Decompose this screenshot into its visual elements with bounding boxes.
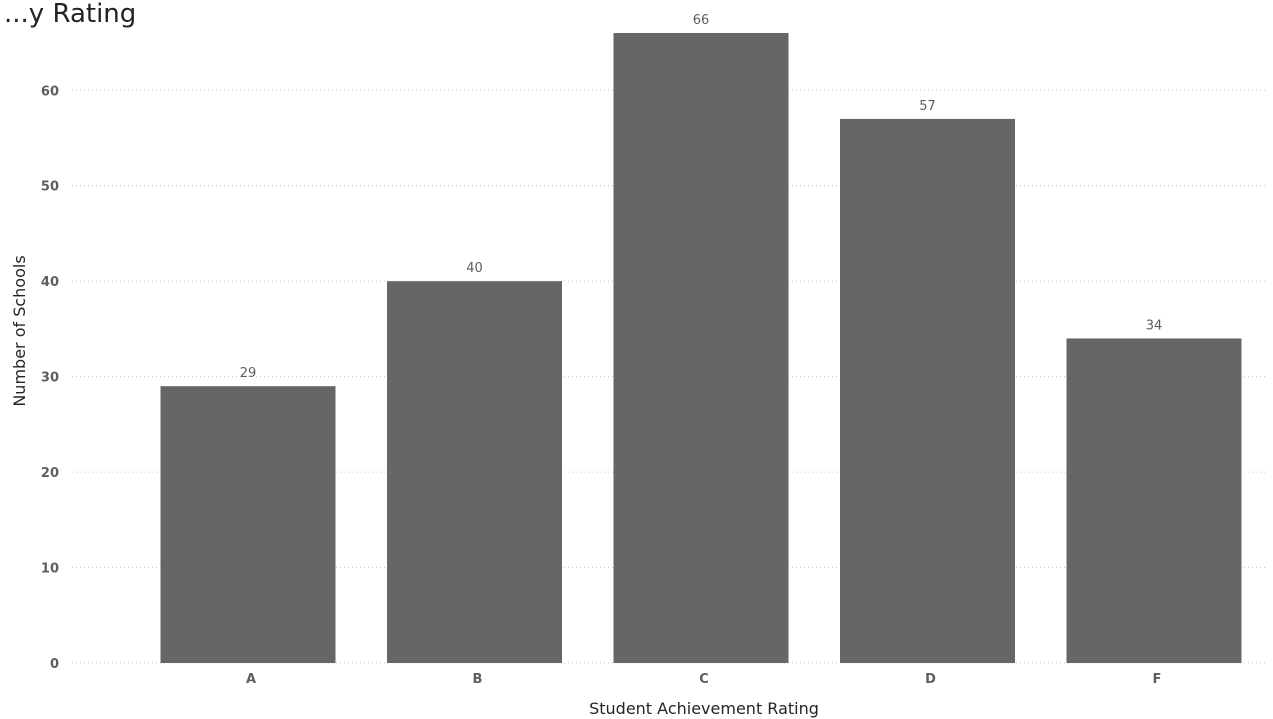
bar-b[interactable]: [387, 281, 562, 663]
y-tick-label: 20: [41, 466, 59, 481]
x-tick-label-d: D: [925, 672, 936, 687]
bar-a[interactable]: [160, 386, 336, 663]
y-tick-label: 50: [41, 180, 59, 195]
y-tick-label: 30: [41, 371, 59, 386]
bars: [160, 33, 1242, 664]
y-tick-label: 0: [50, 657, 59, 672]
x-tick-label-c: C: [699, 672, 709, 687]
x-tick-label-a: A: [246, 672, 256, 687]
data-label-f: 34: [1146, 318, 1163, 333]
bar-d[interactable]: [840, 118, 1015, 664]
data-label-c: 66: [693, 13, 710, 28]
data-label-d: 57: [919, 99, 936, 114]
y-axis-label: Number of Schools: [10, 255, 29, 406]
bar-c[interactable]: [613, 33, 789, 663]
chart-title: ...y Rating: [4, 0, 136, 29]
y-tick-label: 10: [41, 562, 59, 577]
y-tick-label: 60: [41, 84, 59, 99]
y-tick-label: 40: [41, 275, 59, 290]
data-label-b: 40: [466, 261, 483, 276]
x-tick-label-f: F: [1153, 672, 1162, 687]
bar-f[interactable]: [1066, 338, 1242, 663]
data-label-a: 29: [240, 366, 257, 381]
data-labels: 29 40 66 57 34: [240, 13, 1163, 381]
x-axis-label: Student Achievement Rating: [589, 699, 819, 718]
x-tick-label-b: B: [473, 672, 483, 687]
y-axis-ticks: 0 10 20 30 40 50 60: [41, 84, 59, 672]
